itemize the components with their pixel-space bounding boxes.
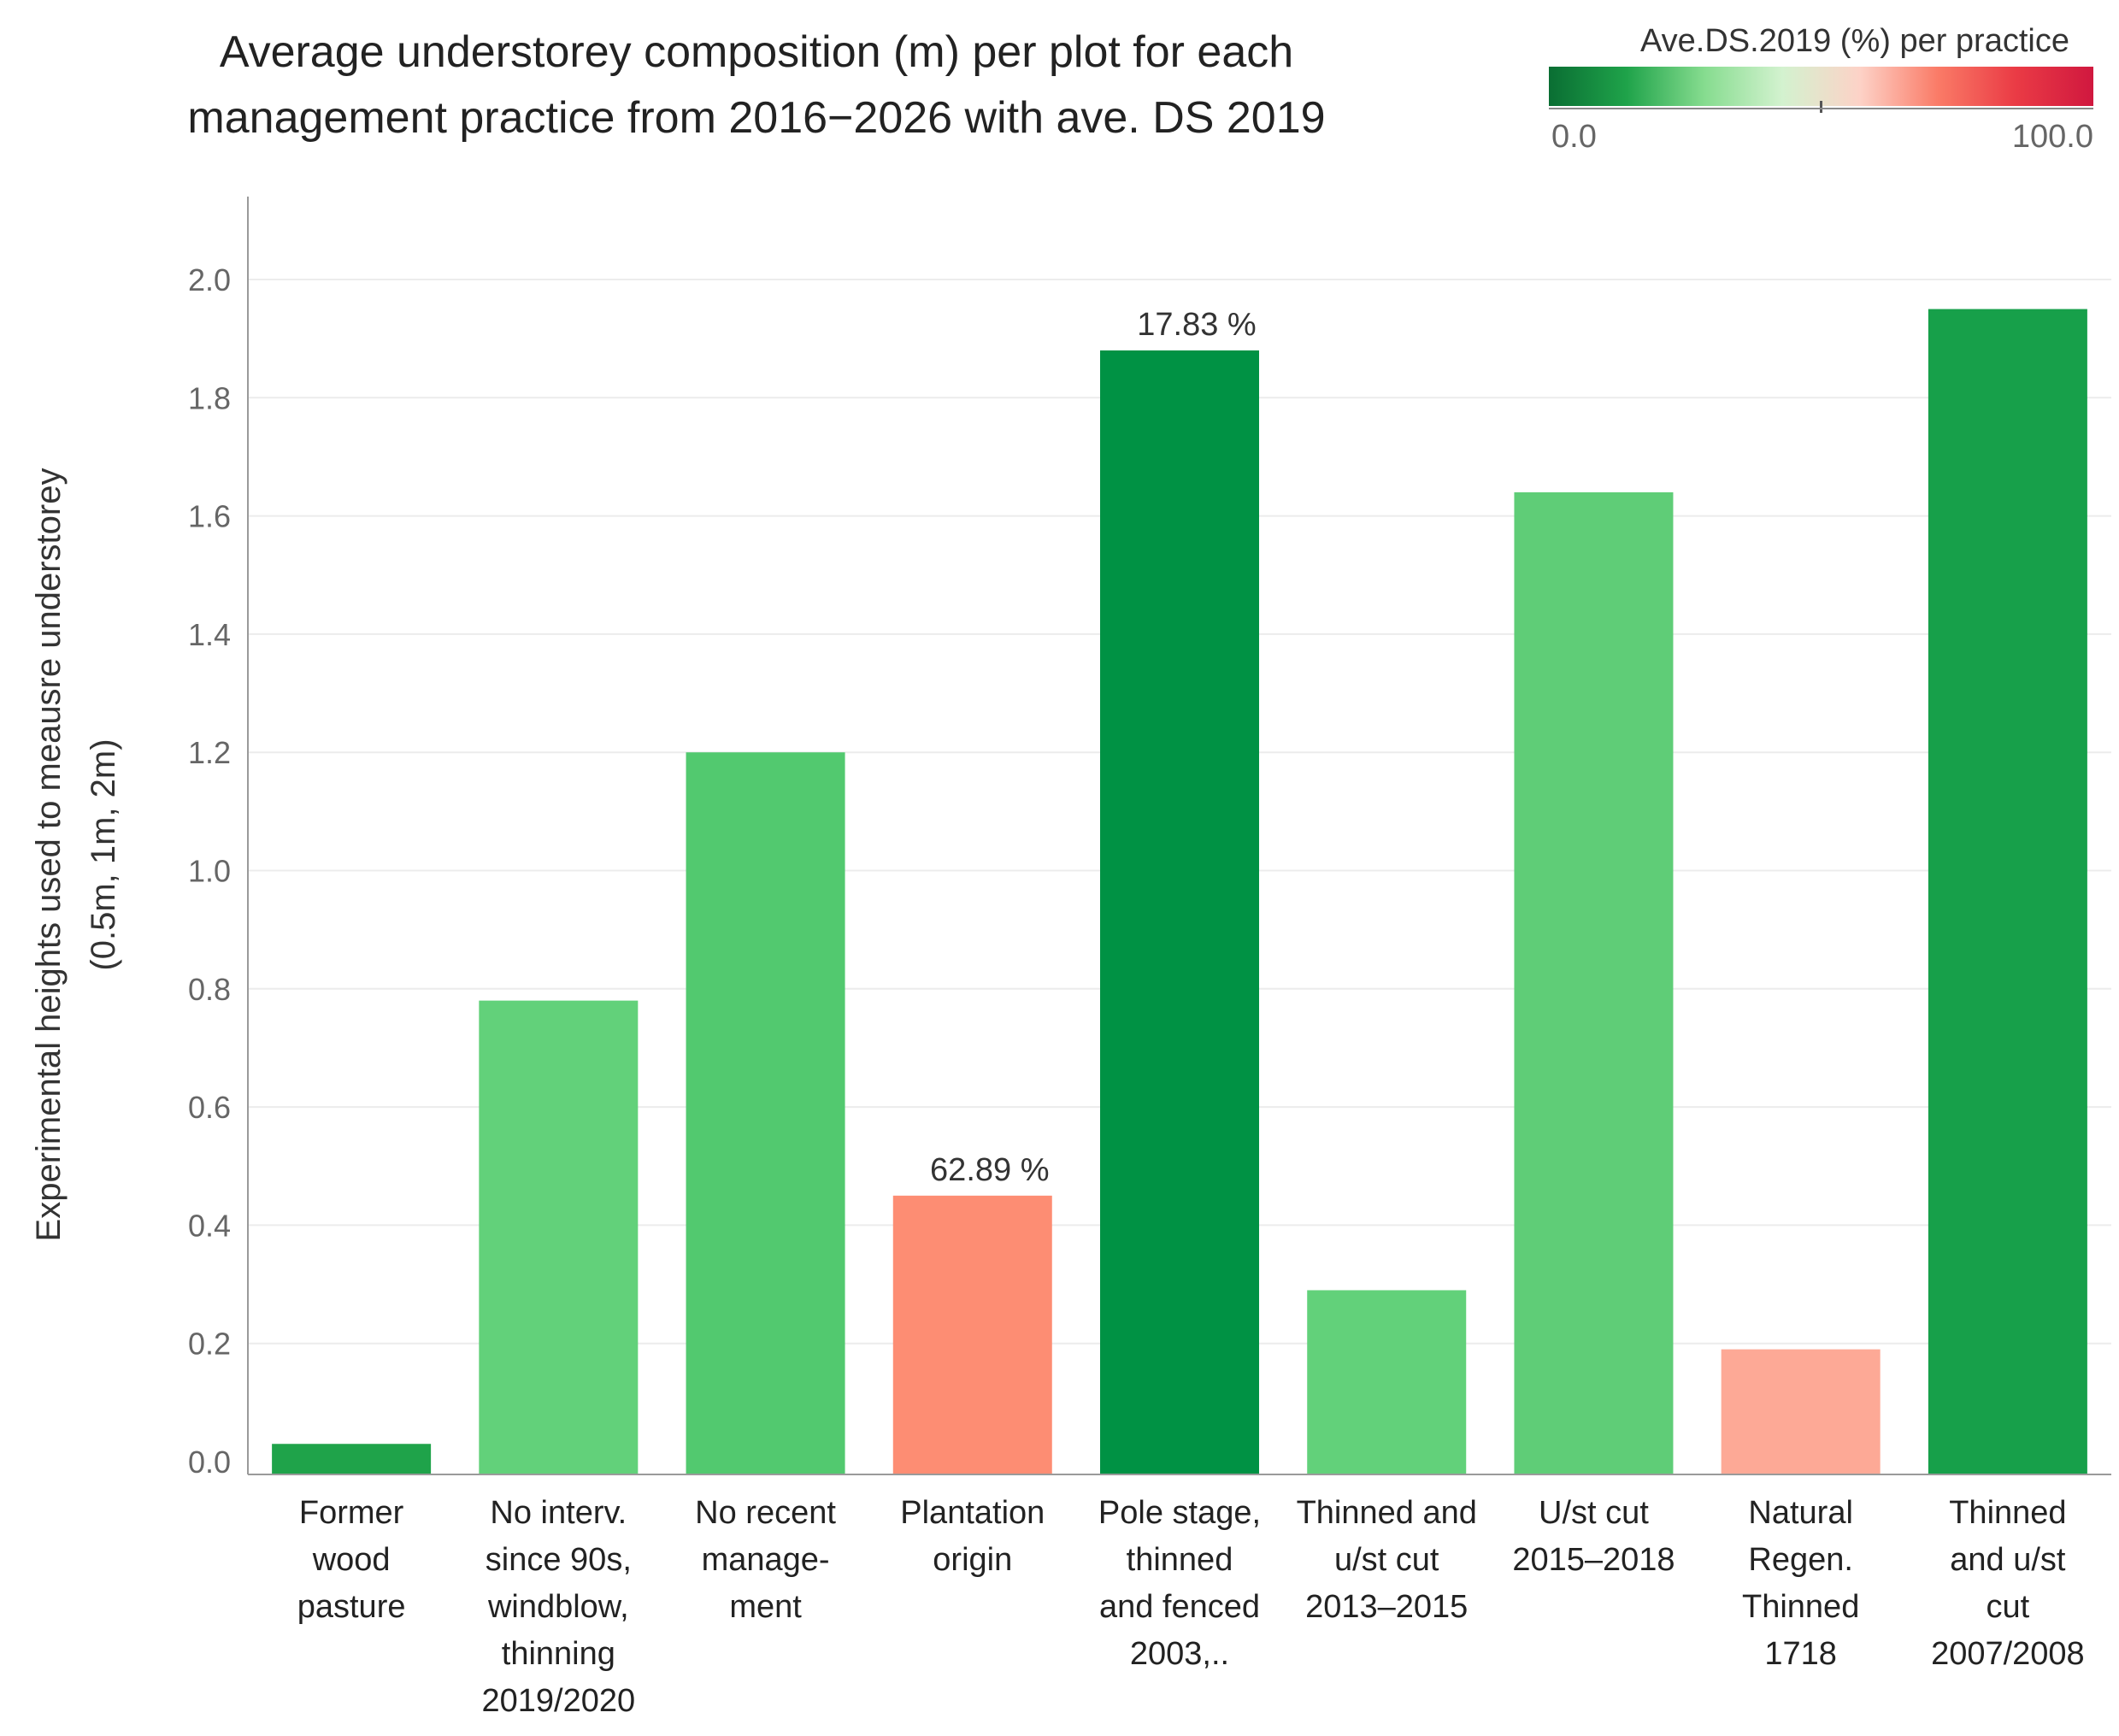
y-axis-label-line-2: (0.5m, 1m, 2m) [85, 739, 122, 970]
x-category-label-line: Plantation [900, 1495, 1045, 1531]
x-category-label-line: No recent [695, 1495, 836, 1531]
x-category-label-line: thinned [1127, 1542, 1233, 1578]
x-category-label-line: 2015–2018 [1512, 1542, 1675, 1578]
x-category-label-line: Pole stage, [1098, 1495, 1261, 1531]
y-tick-label: 0.6 [188, 1090, 231, 1125]
bar[interactable] [892, 1195, 1052, 1474]
x-category-label-line: Thinned and [1297, 1495, 1477, 1531]
y-tick-label: 1.6 [188, 499, 231, 534]
bar[interactable] [1514, 491, 1674, 1475]
chart-title-line-2: management practice from 2016−2026 with … [187, 93, 1325, 143]
x-category-label-line: and u/st [1950, 1542, 2066, 1578]
legend-gradient-bar [1549, 67, 2093, 106]
x-category-label-line: pasture [297, 1589, 406, 1625]
y-tick-label: 0.4 [188, 1208, 231, 1243]
x-category-label: Natural Regen. Thinned 1718 [1742, 1495, 1859, 1672]
x-category-label-line: No interv. [490, 1495, 627, 1531]
x-category-label: No interv. since 90s, windblow, thinning 201… [482, 1495, 636, 1719]
x-category-label-line: u/st cut [1334, 1542, 1439, 1578]
bar[interactable] [272, 1444, 432, 1474]
bar[interactable] [1928, 309, 2087, 1475]
x-category-label-line: Thinned [1949, 1495, 2066, 1531]
bar[interactable] [479, 1000, 639, 1474]
bar-data-label: 17.83 % [1137, 307, 1256, 343]
x-category-label-line: 2019/2020 [482, 1683, 636, 1719]
x-category-label-line: thinning [502, 1636, 615, 1672]
x-category-label-line: U/st cut [1539, 1495, 1649, 1531]
bar[interactable] [1100, 350, 1259, 1475]
legend-title: Ave.DS.2019 (%) per practice [1640, 23, 2069, 59]
x-category-label-line: 1718 [1764, 1636, 1837, 1672]
y-tick-label: 2.0 [188, 262, 231, 297]
x-category-label-line: 2003,.. [1130, 1636, 1229, 1672]
bar[interactable] [1307, 1290, 1467, 1474]
x-category-label-line: Regen. [1748, 1542, 1853, 1578]
x-category-label-line: and fenced [1099, 1589, 1260, 1625]
x-category-label: Former wood pasture [297, 1495, 406, 1625]
y-tick-label: 0.8 [188, 972, 231, 1007]
color-legend: Ave.DS.2019 (%) per practice 0.0 100.0 [1549, 23, 2093, 155]
x-category-label: No recent manage-ment [695, 1495, 836, 1625]
x-category-label: U/st cut 2015–2018 [1512, 1495, 1675, 1578]
y-axis-label-line-1: Experimental heights used to meausre und… [30, 468, 68, 1242]
y-tick-label: 1.2 [188, 735, 231, 770]
x-category-label-line: wood [312, 1542, 391, 1578]
x-category-label-line: Thinned [1742, 1589, 1859, 1625]
x-category-label-line: ment [729, 1589, 802, 1625]
y-axis-ticks: 0.0 0.2 0.4 0.6 0.8 1.0 1.2 1.4 1.6 1.8 2.0 [188, 262, 231, 1480]
y-axis-label: Experimental heights used to meausre und… [30, 468, 122, 1242]
x-category-label-line: Natural [1748, 1495, 1853, 1531]
x-category-label-line: since 90s, [486, 1542, 632, 1578]
x-category-label-line: 2013–2015 [1305, 1589, 1468, 1625]
y-tick-label: 1.8 [188, 380, 231, 415]
x-category-label-line: windblow, [487, 1589, 629, 1625]
legend-max-label: 100.0 [2012, 119, 2093, 155]
x-category-label-line: Former [299, 1495, 404, 1531]
bar[interactable] [686, 752, 845, 1474]
x-category-label-line: origin [933, 1542, 1012, 1578]
chart-title-line-1: Average understorey composition (m) per … [220, 27, 1293, 77]
bars [272, 309, 2087, 1475]
x-category-label: Plantation origin [900, 1495, 1045, 1578]
x-axis-category-labels: Former wood pasture No interv. since 90s, win… [297, 1495, 2085, 1719]
bar[interactable] [1721, 1349, 1881, 1474]
bar-data-label: 62.89 % [930, 1152, 1049, 1188]
x-category-label-line: cut [1987, 1589, 2030, 1625]
x-category-label-line: manage- [702, 1542, 830, 1578]
y-tick-label: 1.4 [188, 617, 231, 652]
x-category-label: Thinned and u/st cut 2007/2008 [1931, 1495, 2085, 1672]
y-tick-label: 1.0 [188, 854, 231, 889]
data-labels: 62.89 % 17.83 % [930, 307, 1257, 1188]
x-category-label-line: 2007/2008 [1931, 1636, 2085, 1672]
legend-min-label: 0.0 [1551, 119, 1597, 155]
x-category-label: Pole stage, thinned and fenced 2003,.. [1098, 1495, 1261, 1672]
x-category-label: Thinned and u/st cut 2013–2015 [1297, 1495, 1477, 1625]
y-tick-label: 0.2 [188, 1327, 231, 1362]
y-tick-label: 0.0 [188, 1445, 231, 1480]
